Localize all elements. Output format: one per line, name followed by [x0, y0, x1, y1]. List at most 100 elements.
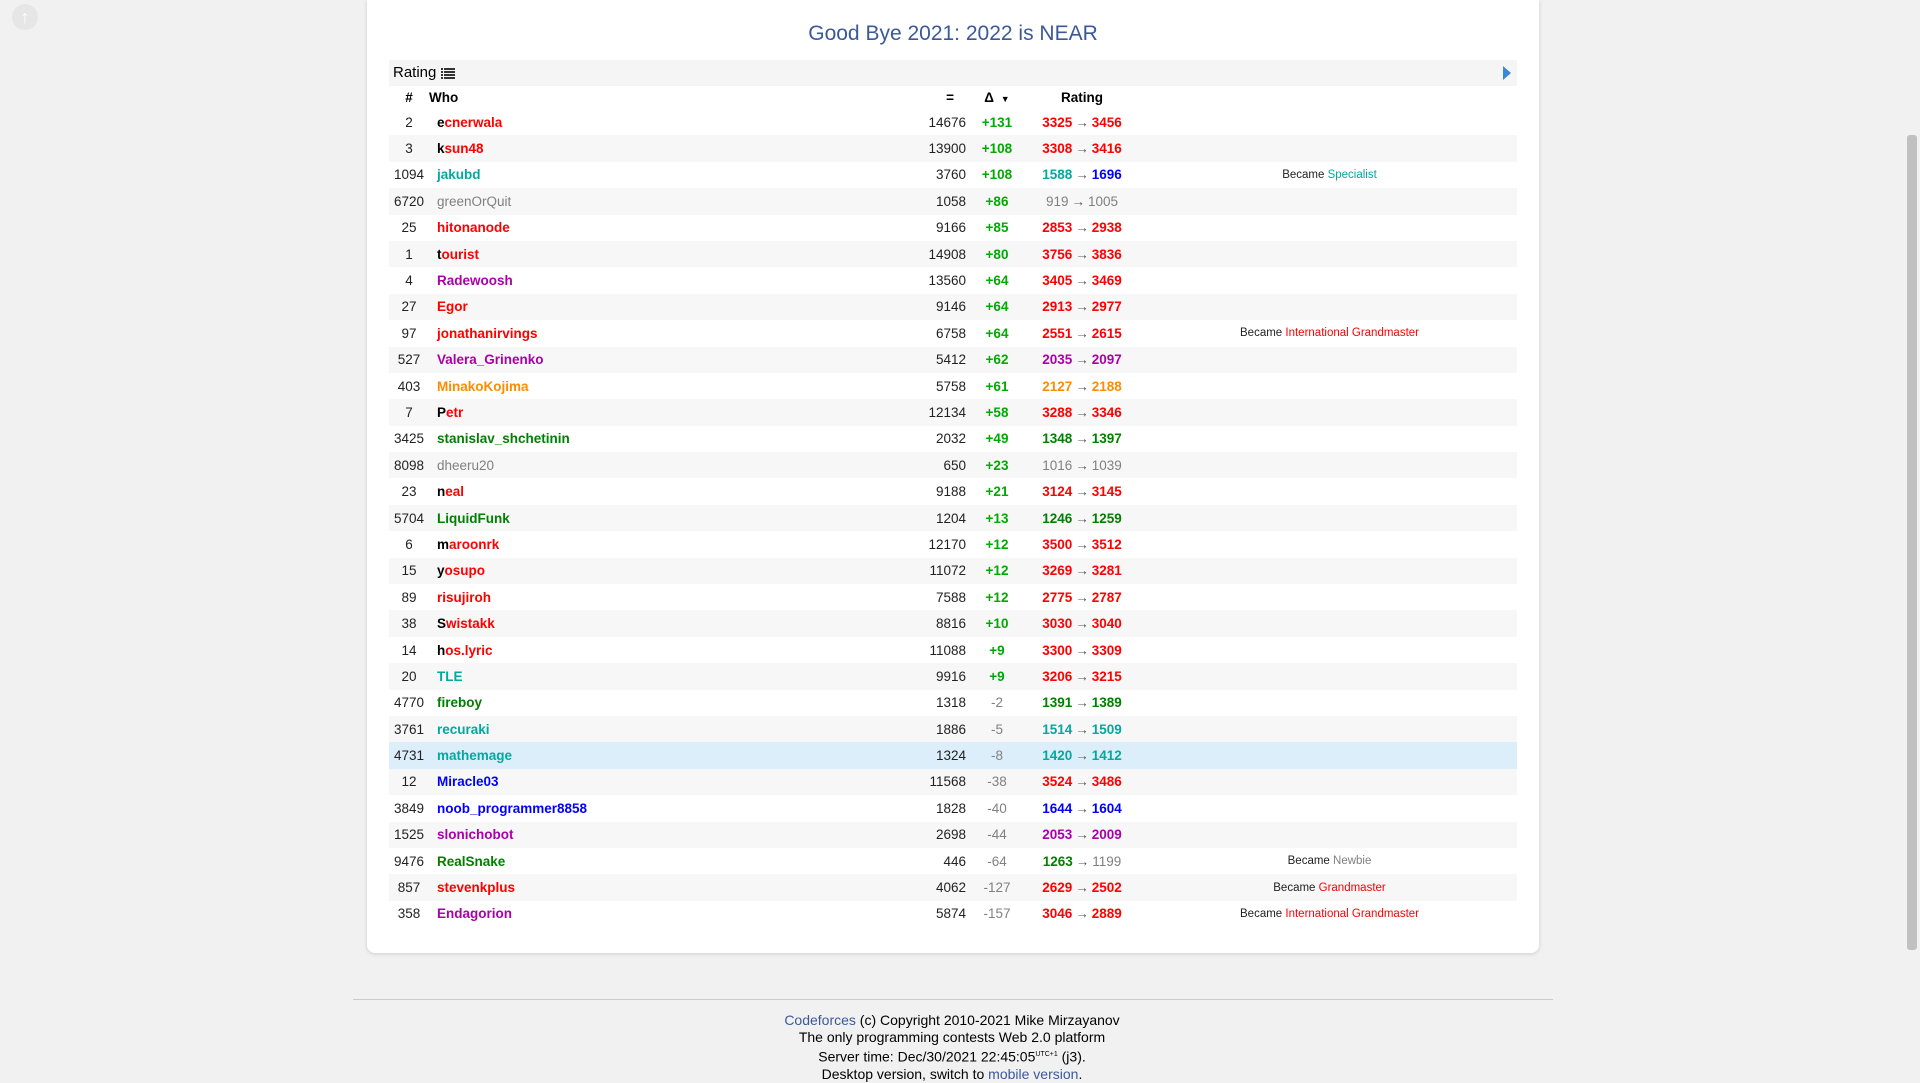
new-rating: 1199: [1092, 853, 1122, 869]
utc-label: UTC+1: [1035, 1051, 1058, 1058]
old-rating: 1420: [1042, 748, 1073, 764]
rank-change-note: Became Newbie: [1142, 847, 1517, 875]
contest-title[interactable]: Good Bye 2021: 2022 is NEAR: [808, 22, 1098, 45]
user-handle-link[interactable]: MinakoKojima: [437, 378, 529, 394]
old-rating: 1514: [1042, 721, 1073, 737]
rank-cell: 4: [389, 267, 429, 294]
became-label: Became: [1240, 907, 1283, 920]
user-handle-link[interactable]: Egor: [437, 299, 468, 315]
user-handle-link[interactable]: Endagorion: [437, 906, 512, 922]
user-handle-link[interactable]: risujiroh: [437, 589, 492, 605]
user-handle-link[interactable]: slonichobot: [437, 827, 514, 843]
score-cell: 13560: [877, 267, 972, 294]
user-handle-link[interactable]: neal: [437, 484, 465, 500]
who-cell: Valera_Grinenko: [429, 346, 877, 373]
rank-change-note: Became Specialist: [1142, 161, 1517, 189]
user-handle-link[interactable]: LiquidFunk: [437, 510, 510, 526]
rank-change-note: [1142, 689, 1517, 716]
who-cell: tourist: [429, 240, 877, 268]
list-icon[interactable]: [441, 68, 455, 79]
old-rating: 1391: [1042, 695, 1073, 711]
table-row: 4770 fireboy 1318 -2 1391 → 1389: [389, 689, 1517, 716]
table-row: 358 Endagorion 5874 -157 3046 → 2889 Became Int…: [389, 900, 1517, 928]
rank-cell: 15: [389, 557, 429, 585]
header-delta[interactable]: Δ ▼: [972, 86, 1022, 109]
codeforces-link[interactable]: Codeforces: [784, 1012, 856, 1028]
right-arrow-icon: →: [1075, 325, 1089, 341]
user-handle-link[interactable]: jonathanirvings: [437, 325, 538, 341]
user-handle-link[interactable]: Petr: [437, 404, 464, 420]
right-arrow-icon: →: [1075, 721, 1089, 737]
user-handle-link[interactable]: ecnerwala: [437, 114, 503, 130]
score-cell: 2698: [877, 821, 972, 848]
user-handle-link[interactable]: maroonrk: [437, 536, 500, 552]
user-handle-link[interactable]: ksun48: [437, 141, 484, 157]
new-rating: 2787: [1091, 589, 1122, 605]
rating-change-cell: 3030 → 3040: [1022, 610, 1142, 637]
user-handle-link[interactable]: Radewoosh: [437, 273, 513, 289]
user-handle-link[interactable]: dheeru20: [437, 457, 495, 473]
table-row: 9476 RealSnake 446 -64 1263 → 1199 Became Newbi…: [389, 847, 1517, 875]
table-row: 4 Radewoosh 13560 +64 3405 → 3469: [389, 267, 1517, 294]
rating-change-cell: 1588 → 1696: [1022, 161, 1142, 189]
rank-cell: 358: [389, 900, 429, 928]
user-handle-link[interactable]: RealSnake: [437, 853, 506, 869]
new-rating: 1604: [1091, 800, 1122, 816]
old-rating: 3288: [1042, 404, 1073, 420]
who-cell: MinakoKojima: [429, 372, 877, 400]
score-cell: 1886: [877, 715, 972, 743]
delta-cell: +80: [972, 240, 1022, 268]
user-handle-link[interactable]: fireboy: [437, 695, 483, 711]
user-handle-link[interactable]: tourist: [437, 246, 480, 262]
user-handle-link[interactable]: hos.lyric: [437, 642, 493, 658]
rank-change-note: [1142, 346, 1517, 373]
user-handle-link[interactable]: Swistakk: [437, 616, 495, 632]
score-cell: 1324: [877, 742, 972, 769]
user-handle-link[interactable]: greenOrQuit: [437, 193, 512, 209]
table-row: 20 TLE 9916 +9 3206 → 3215: [389, 663, 1517, 690]
user-handle-link[interactable]: yosupo: [437, 563, 486, 579]
rank-cell: 12: [389, 768, 429, 796]
scroll-to-top-icon[interactable]: ↑: [12, 4, 38, 30]
header-rank: #: [389, 86, 429, 109]
user-handle-link[interactable]: Miracle03: [437, 774, 499, 790]
table-header-row: # Who = Δ ▼ Rating: [389, 86, 1517, 109]
user-handle-link[interactable]: stanislav_shchetinin: [437, 431, 570, 447]
rating-change-cell: 3308 → 3416: [1022, 135, 1142, 162]
scrollbar[interactable]: [1904, 0, 1920, 1080]
rank-cell: 14: [389, 636, 429, 664]
old-rating: 3030: [1042, 616, 1073, 632]
rank-cell: 857: [389, 874, 429, 901]
old-rating: 2853: [1042, 220, 1073, 236]
delta-cell: +12: [972, 584, 1022, 611]
rating-change-cell: 1348 → 1397: [1022, 425, 1142, 453]
delta-cell: -64: [972, 847, 1022, 875]
old-rating: 1348: [1042, 431, 1073, 447]
user-handle-link[interactable]: TLE: [437, 668, 463, 684]
user-handle-link[interactable]: Valera_Grinenko: [437, 352, 544, 368]
old-rating: 1263: [1042, 853, 1073, 869]
right-arrow-icon: →: [1075, 748, 1089, 764]
mobile-version-link[interactable]: mobile version: [988, 1065, 1079, 1082]
desktop-version-text: Desktop version, switch to: [821, 1065, 985, 1082]
user-handle-link[interactable]: noob_programmer8858: [437, 800, 588, 816]
user-handle-link[interactable]: jakubd: [437, 167, 481, 183]
score-cell: 8816: [877, 610, 972, 637]
right-arrow-icon: →: [1075, 273, 1089, 289]
rank-change-note: Became International Grandmaster: [1142, 900, 1517, 928]
user-handle-link[interactable]: mathemage: [437, 748, 513, 764]
rank-change-note: [1142, 768, 1517, 796]
sort-down-icon[interactable]: ▼: [1000, 94, 1010, 104]
expand-play-icon[interactable]: [1503, 66, 1511, 80]
scrollbar-thumb[interactable]: [1907, 135, 1917, 950]
rank-change-note: Became Grandmaster: [1142, 874, 1517, 901]
header-who: Who: [429, 86, 877, 109]
user-handle-link[interactable]: hitonanode: [437, 220, 510, 236]
rating-change-cell: 3500 → 3512: [1022, 531, 1142, 558]
user-handle-link[interactable]: stevenkplus: [437, 880, 516, 896]
who-cell: Endagorion: [429, 900, 877, 928]
score-cell: 13900: [877, 135, 972, 162]
user-handle-link[interactable]: recuraki: [437, 721, 490, 737]
rating-change-cell: 3325 → 3456: [1022, 109, 1142, 136]
new-rating: 3469: [1091, 273, 1122, 289]
